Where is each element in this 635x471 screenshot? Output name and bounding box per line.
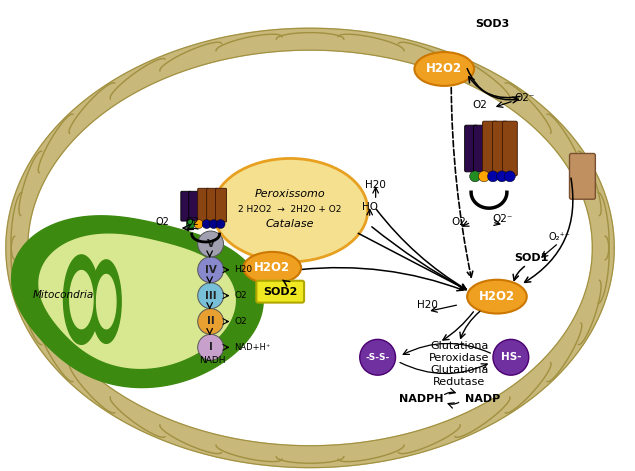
Text: O2: O2 (156, 217, 170, 227)
Text: O2: O2 (186, 217, 199, 227)
FancyBboxPatch shape (257, 281, 304, 302)
Text: H20: H20 (417, 300, 438, 309)
Circle shape (216, 219, 225, 228)
Text: NADH: NADH (199, 356, 226, 365)
Circle shape (470, 171, 481, 182)
Circle shape (197, 231, 224, 257)
Text: NADPH: NADPH (399, 394, 444, 404)
Text: H20: H20 (234, 265, 253, 274)
Circle shape (197, 309, 224, 334)
FancyBboxPatch shape (216, 188, 227, 222)
Text: O2⁻: O2⁻ (514, 93, 535, 103)
Polygon shape (6, 28, 614, 468)
Circle shape (197, 334, 224, 360)
Text: -S-S-: -S-S- (366, 353, 390, 362)
Text: H20: H20 (365, 180, 386, 190)
Polygon shape (64, 255, 99, 344)
Text: O2: O2 (472, 100, 488, 110)
Circle shape (202, 219, 211, 228)
Text: O2: O2 (234, 317, 247, 326)
Ellipse shape (243, 252, 301, 284)
Text: I: I (209, 342, 213, 352)
FancyBboxPatch shape (483, 121, 497, 176)
Text: Catalase: Catalase (266, 219, 314, 229)
Polygon shape (91, 260, 121, 343)
Circle shape (360, 340, 396, 375)
FancyBboxPatch shape (181, 191, 190, 221)
Text: Peroxidase: Peroxidase (429, 353, 490, 363)
Text: O2: O2 (451, 217, 467, 227)
Text: NADP: NADP (465, 394, 500, 404)
Text: 2 H2O2  →  2H2O + O2: 2 H2O2 → 2H2O + O2 (239, 205, 342, 214)
Circle shape (493, 340, 529, 375)
FancyBboxPatch shape (474, 125, 486, 172)
Polygon shape (39, 234, 235, 368)
Text: HS-: HS- (500, 352, 521, 362)
Circle shape (209, 219, 218, 228)
Text: H2O2: H2O2 (479, 290, 515, 303)
Circle shape (197, 257, 224, 283)
Text: V: V (206, 239, 215, 249)
Text: HO: HO (362, 202, 378, 212)
FancyBboxPatch shape (570, 154, 596, 199)
Text: H2O2: H2O2 (426, 63, 462, 75)
Text: III: III (205, 291, 217, 300)
Text: Glutationa: Glutationa (430, 365, 488, 375)
Circle shape (479, 171, 490, 182)
Polygon shape (11, 216, 263, 388)
Text: Peroxissomo: Peroxissomo (255, 189, 326, 199)
Text: SOD3: SOD3 (475, 19, 509, 29)
Circle shape (504, 171, 516, 182)
Text: SOD2: SOD2 (263, 287, 297, 297)
FancyBboxPatch shape (197, 188, 209, 222)
FancyBboxPatch shape (189, 191, 199, 221)
FancyBboxPatch shape (493, 121, 507, 176)
Text: SOD1: SOD1 (514, 253, 549, 263)
FancyBboxPatch shape (206, 188, 218, 222)
Text: O₂⁺⁻: O₂⁺⁻ (549, 232, 570, 242)
Text: Glutationa: Glutationa (430, 341, 488, 351)
Text: IV: IV (204, 265, 217, 275)
Text: H2O2: H2O2 (254, 261, 290, 274)
Circle shape (186, 219, 195, 228)
Ellipse shape (415, 52, 474, 86)
FancyBboxPatch shape (502, 121, 518, 176)
Polygon shape (28, 50, 592, 446)
Text: Mitocondria: Mitocondria (33, 290, 94, 300)
Text: Redutase: Redutase (433, 377, 485, 387)
Text: II: II (207, 317, 215, 326)
Text: O2⁻: O2⁻ (493, 214, 513, 224)
Polygon shape (97, 275, 116, 329)
FancyBboxPatch shape (465, 125, 478, 172)
Circle shape (197, 283, 224, 309)
Text: NAD+H⁺: NAD+H⁺ (234, 343, 271, 352)
Circle shape (194, 219, 203, 228)
Text: O2: O2 (234, 291, 247, 300)
Circle shape (497, 171, 507, 182)
Ellipse shape (467, 280, 527, 314)
Polygon shape (70, 270, 93, 329)
Ellipse shape (213, 158, 368, 262)
Circle shape (488, 171, 498, 182)
